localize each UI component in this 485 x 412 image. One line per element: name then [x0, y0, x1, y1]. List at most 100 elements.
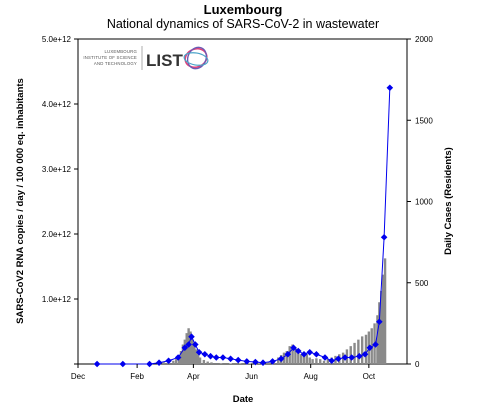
logo-emblem-icon — [183, 46, 209, 70]
wastewater-point-28 — [321, 354, 329, 361]
x-tick-label-2: Apr — [187, 372, 200, 381]
cases-bar-18 — [206, 361, 209, 364]
y-axis-left: 1.0e+12 2.0e+12 3.0e+12 4.0e+12 5.0e+12 — [42, 35, 78, 365]
y-left-tick-label-5: 5.0e+12 — [42, 35, 72, 44]
wastewater-point-0 — [93, 360, 101, 368]
y-left-tick-label-1: 1.0e+12 — [42, 295, 72, 304]
wastewater-point-13 — [212, 354, 220, 361]
cases-bar-27 — [277, 357, 280, 364]
plot-area — [77, 38, 408, 365]
x-tick-label-0: Dec — [71, 372, 85, 381]
cases-bar-34 — [297, 349, 300, 365]
cases-bar-42 — [322, 360, 326, 364]
cases-bar-61 — [383, 258, 387, 365]
chart-subtitle: National dynamics of SARS-CoV-2 in waste… — [107, 17, 379, 31]
wastewater-point-15 — [227, 355, 234, 363]
cases-bar-29 — [282, 352, 286, 365]
cases-bar-30 — [285, 351, 289, 364]
wastewater-point-8 — [188, 333, 195, 340]
cases-bar-41 — [319, 359, 322, 365]
logo-text-line-3: AND TECHNOLOGY — [94, 61, 137, 66]
cases-bar-36 — [302, 355, 306, 365]
x-axis-label: Date — [233, 394, 254, 405]
wastewater-point-31 — [341, 354, 349, 361]
cases-bar-58 — [378, 302, 381, 364]
wastewater-point-5 — [174, 354, 182, 361]
y-axis-right-label: Daily Cases (Residents) — [443, 147, 454, 255]
cases-bar-50 — [353, 342, 356, 365]
wastewater-point-12 — [207, 352, 214, 360]
wastewater-point-1 — [119, 360, 127, 368]
cases-bar-20 — [219, 363, 223, 364]
wastewater-point-35 — [366, 344, 374, 352]
y-left-tick-label-4: 4.0e+12 — [42, 100, 72, 109]
wastewater-point-33 — [356, 352, 363, 360]
cases-bar-43 — [326, 359, 330, 365]
cases-bar-57 — [376, 315, 379, 364]
cases-bar-12 — [191, 339, 194, 365]
x-axis: Dec Feb Apr Jun Aug Oct — [71, 364, 376, 381]
y-right-tick-label-3: 1500 — [415, 116, 433, 125]
wastewater-point-36 — [372, 341, 379, 348]
wastewater-point-22 — [284, 350, 292, 358]
cases-bar-33 — [294, 347, 297, 364]
cases-bar-3 — [172, 360, 175, 364]
wastewater-point-11 — [201, 350, 209, 358]
wastewater-point-21 — [277, 355, 285, 363]
cases-bar-11 — [189, 331, 192, 364]
logo-text-line-1: LUXEMBOURG — [104, 49, 137, 54]
wastewater-point-32 — [348, 354, 355, 361]
cases-bar-19 — [210, 362, 213, 365]
x-tick-label-1: Feb — [130, 372, 144, 381]
wastewater-point-3 — [155, 359, 163, 366]
y-axis-right: 0 500 1000 1500 2000 — [407, 35, 433, 369]
cases-bar-8 — [183, 339, 187, 365]
wastewater-point-38 — [380, 233, 388, 241]
x-tick-label-3: Jun — [245, 372, 258, 381]
y-right-tick-label-2: 1000 — [415, 198, 433, 207]
list-logo: LUXEMBOURG INSTITUTE OF SCIENCE AND TECH… — [83, 46, 209, 70]
cases-bar-51 — [357, 339, 360, 365]
chart-title: Luxembourg — [204, 2, 283, 17]
cases-bar-53 — [364, 334, 368, 364]
cases-bar-38 — [308, 357, 311, 364]
cases-bar-16 — [198, 357, 202, 364]
daily-cases-bars — [157, 258, 387, 365]
cases-bar-25 — [267, 362, 270, 365]
wastewater-point-30 — [335, 355, 342, 363]
x-tick-label-5: Oct — [363, 372, 376, 381]
wastewater-point-34 — [361, 350, 369, 358]
cases-bar-17 — [202, 359, 206, 364]
y-axis-left-label: SARS-CoV2 RNA copies / day / 100 000 eq.… — [15, 78, 26, 324]
wastewater-point-20 — [269, 358, 276, 365]
y-right-tick-label-4: 2000 — [415, 35, 433, 44]
wastewater-point-10 — [195, 349, 203, 356]
wastewater-point-6 — [181, 344, 189, 352]
wastewater-point-2 — [146, 360, 153, 368]
wastewater-point-9 — [191, 341, 199, 348]
cases-bar-15 — [196, 354, 200, 364]
cases-bar-24 — [257, 363, 261, 364]
wastewater-point-29 — [328, 357, 335, 365]
y-left-tick-label-3: 3.0e+12 — [42, 165, 72, 174]
cases-bar-13 — [193, 344, 196, 364]
wastewater-point-4 — [165, 357, 172, 365]
wastewater-series — [93, 84, 394, 368]
cases-bar-52 — [360, 336, 364, 365]
wastewater-point-16 — [234, 356, 242, 364]
logo-text-line-2: INSTITUTE OF SCIENCE — [83, 55, 137, 60]
wastewater-point-39 — [386, 84, 394, 92]
wastewater-line — [97, 87, 391, 365]
cases-bar-60 — [381, 274, 385, 365]
wastewater-point-25 — [300, 350, 308, 358]
wastewater-point-19 — [259, 359, 267, 366]
wastewater-point-37 — [376, 318, 383, 326]
wastewater-point-27 — [313, 350, 320, 358]
cases-bar-40 — [315, 358, 318, 364]
y-right-tick-label-0: 0 — [415, 360, 420, 369]
wastewater-point-23 — [290, 344, 297, 352]
cases-bar-32 — [291, 344, 294, 364]
cases-bar-1 — [162, 362, 166, 365]
wastewater-point-26 — [306, 349, 314, 356]
